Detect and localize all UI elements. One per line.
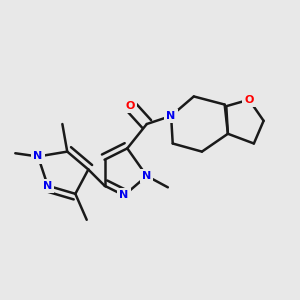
Text: N: N [167,111,176,121]
Text: N: N [119,190,129,200]
Text: N: N [43,181,52,191]
Text: N: N [142,171,152,181]
Text: O: O [126,101,135,111]
Text: O: O [244,95,254,105]
Text: N: N [33,152,43,161]
